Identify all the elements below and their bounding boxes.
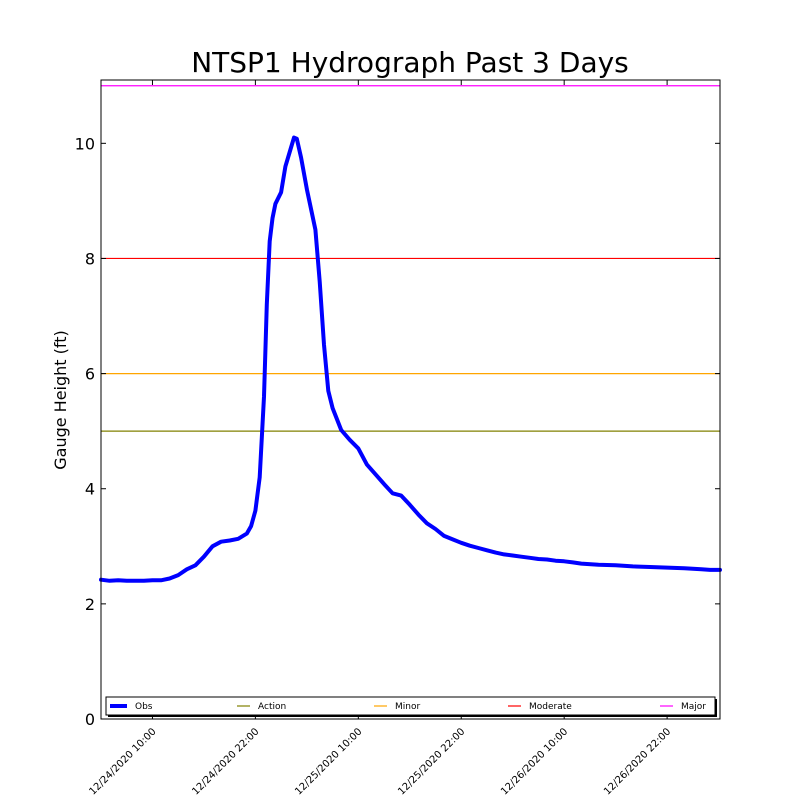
x-axis-ticks: 12/24/2020 10:00 12/24/2020 22:00 12/25/20… — [87, 80, 673, 798]
x-tick-label: 12/24/2020 22:00 — [190, 726, 261, 797]
series-layer — [99, 135, 722, 583]
threshold-lines — [101, 85, 720, 432]
y-tick-label: 0 — [85, 710, 95, 729]
legend: Obs Action Minor Moderate Major — [105, 696, 717, 717]
y-tick-label: 8 — [85, 249, 95, 268]
series-line-obs — [99, 135, 722, 583]
chart-title: NTSP1 Hydrograph Past 3 Days — [191, 46, 629, 79]
x-tick-label: 12/24/2020 10:00 — [87, 726, 158, 797]
legend-box — [105, 696, 716, 716]
legend-label-obs: Obs — [135, 702, 153, 712]
y-axis-label: Gauge Height (ft) — [51, 330, 70, 470]
legend-label-minor: Minor — [395, 702, 420, 712]
y-tick-label: 10 — [75, 134, 95, 153]
legend-label-action: Action — [258, 702, 286, 712]
y-tick-label: 4 — [85, 480, 95, 499]
y-tick-label: 6 — [85, 365, 95, 384]
legend-label-major: Major — [681, 702, 706, 712]
legend-label-moderate: Moderate — [529, 702, 572, 712]
x-tick-label: 12/25/2020 10:00 — [293, 726, 364, 797]
x-tick-label: 12/26/2020 10:00 — [499, 726, 570, 797]
x-tick-label: 12/26/2020 22:00 — [602, 726, 673, 797]
y-tick-label: 2 — [85, 595, 95, 614]
plot-frame — [100, 79, 721, 720]
x-tick-label: 12/25/2020 22:00 — [396, 726, 467, 797]
y-axis-ticks: 0 2 4 6 8 10 — [75, 134, 720, 729]
